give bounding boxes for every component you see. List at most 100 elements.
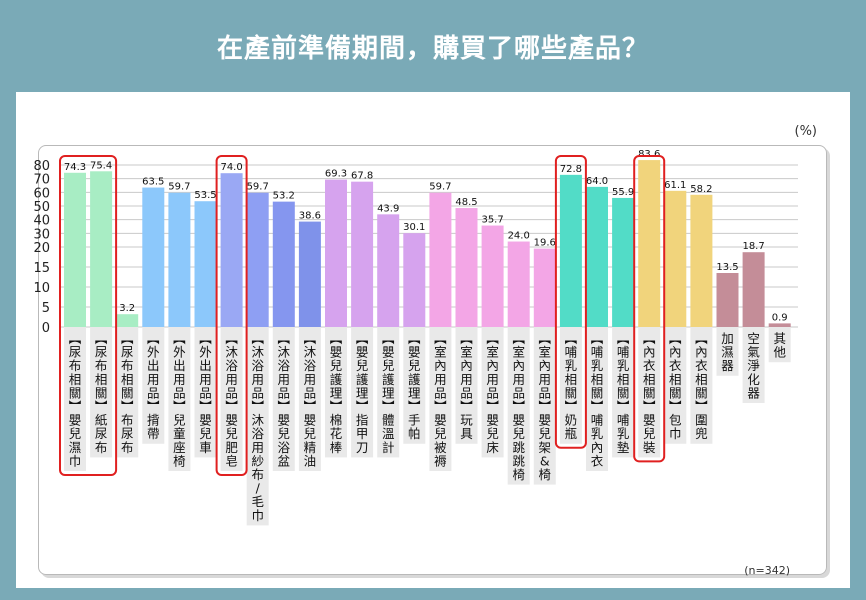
data-label: 18.7 [742, 241, 764, 252]
x-tick-label: ︻內衣相關︼嬰兒裝 [643, 331, 656, 455]
x-tick-label: 加濕器 [721, 331, 734, 373]
data-label: 48.5 [455, 197, 477, 208]
data-label: 83.6 [638, 149, 660, 160]
bar [533, 248, 556, 327]
x-label-panel [403, 327, 426, 444]
data-label: 35.7 [481, 215, 503, 226]
x-label-panel [612, 327, 635, 458]
x-tick-label: ︻室內用品︼玩具 [460, 331, 473, 441]
x-tick-label: 其他 [773, 331, 786, 360]
x-tick-label: ︻尿布相關︼紙尿布 [95, 331, 108, 455]
x-tick-label: ︻嬰兒護理︼指甲刀 [356, 331, 369, 455]
bar [142, 187, 165, 327]
bar [586, 186, 608, 327]
data-label: 59.7 [168, 182, 190, 193]
x-label-panel [638, 327, 661, 458]
x-tick-label: ︻室內用品︼嬰兒跳跳椅 [512, 331, 525, 482]
data-label: 43.9 [377, 203, 399, 214]
y-tick-label: 70 [33, 173, 50, 188]
data-label: 61.1 [664, 180, 686, 191]
x-label-panel [298, 327, 321, 471]
x-label-panel [455, 327, 478, 444]
data-label: 55.9 [612, 187, 634, 198]
data-label: 75.4 [90, 160, 112, 171]
data-label: 67.8 [351, 171, 373, 182]
x-label-panel [220, 327, 243, 471]
highlight-frame [215, 155, 248, 476]
x-label-panel [429, 327, 452, 471]
x-tick-label: ︻外出用品︼揹帶 [147, 331, 160, 441]
x-label-panel [377, 327, 400, 458]
x-label-panel [116, 327, 139, 458]
x-label-panel [716, 327, 739, 376]
bar [116, 314, 139, 327]
x-label-panel [586, 327, 608, 471]
bar [664, 190, 687, 327]
y-tick-label: 20 [33, 241, 50, 256]
bar [351, 181, 374, 327]
bar [507, 241, 530, 327]
data-label: 30.1 [403, 222, 425, 233]
x-label-panel [168, 327, 191, 471]
bar [220, 173, 243, 327]
data-label: 3.2 [119, 303, 135, 314]
x-tick-label: ︻哺乳相關︼哺乳墊 [617, 331, 630, 455]
x-tick-label: ︻室內用品︼嬰兒床 [486, 331, 499, 455]
bar [481, 225, 504, 327]
data-label: 58.2 [690, 184, 712, 195]
chart-title: 在產前準備期間，購買了哪些產品？ [216, 34, 649, 64]
x-label-panel [768, 327, 791, 363]
x-tick-label: ︻哺乳相關︼奶瓶 [565, 331, 578, 441]
y-tick-label: 80 [33, 159, 50, 174]
data-label: 24.0 [508, 231, 530, 242]
x-tick-label: ︻外出用品︼兒童座椅 [173, 331, 186, 468]
data-label: 64.0 [586, 176, 608, 187]
bar [246, 192, 269, 327]
x-tick-label: ︻嬰兒護理︼體溫計 [382, 331, 395, 455]
x-tick-label: ︻尿布相關︼嬰兒濕巾 [69, 331, 82, 468]
y-tick-label: 0 [42, 321, 50, 336]
x-label-panel [481, 327, 504, 458]
bar [638, 160, 661, 327]
data-label: 0.9 [772, 312, 788, 323]
data-label: 74.0 [220, 162, 242, 173]
x-tick-label: ︻沐浴用品︼嬰兒浴盆 [278, 331, 291, 468]
bar [716, 273, 739, 327]
data-label: 59.7 [429, 182, 451, 193]
x-label-panel [664, 327, 687, 444]
bar [742, 252, 765, 327]
chart-frame [38, 145, 827, 575]
y-tick-label: 50 [33, 200, 50, 215]
y-tick-label: 15 [33, 261, 50, 276]
x-tick-label: ︻室內用品︼嬰兒被褥 [434, 331, 447, 468]
x-tick-label: ︻哺乳相關︼哺乳內衣 [591, 331, 604, 468]
bar [612, 197, 635, 327]
x-label-panel [351, 327, 374, 458]
x-label-panel [559, 327, 582, 444]
data-label: 53.5 [194, 190, 216, 201]
bar [272, 201, 295, 327]
x-label-panel [194, 327, 217, 458]
data-label: 13.5 [716, 262, 738, 273]
x-label-panel [533, 327, 556, 485]
x-label-panel [325, 327, 347, 458]
bar [194, 201, 217, 327]
bar [377, 214, 400, 327]
unit-label: (%) [794, 124, 818, 139]
x-label-panel [90, 327, 113, 458]
data-label: 63.5 [142, 177, 164, 188]
data-label: 38.6 [299, 211, 321, 222]
x-label-panel [142, 327, 165, 444]
x-tick-label: ︻內衣相關︼包巾 [669, 331, 682, 441]
x-label-panel [272, 327, 295, 471]
data-label: 19.6 [534, 238, 556, 249]
highlight-frame [633, 155, 666, 463]
bar [325, 179, 347, 327]
x-tick-label: ︻尿布相關︼布尿布 [121, 331, 134, 455]
x-tick-label: ︻沐浴用品︼嬰兒肥皂 [225, 331, 238, 468]
x-tick-label: ︻內衣相關︼圍兜 [695, 331, 708, 441]
y-tick-label: 5 [42, 301, 50, 316]
x-tick-label: ︻沐浴用品︼嬰兒精油 [304, 331, 317, 468]
y-tick-label: 10 [33, 281, 50, 296]
